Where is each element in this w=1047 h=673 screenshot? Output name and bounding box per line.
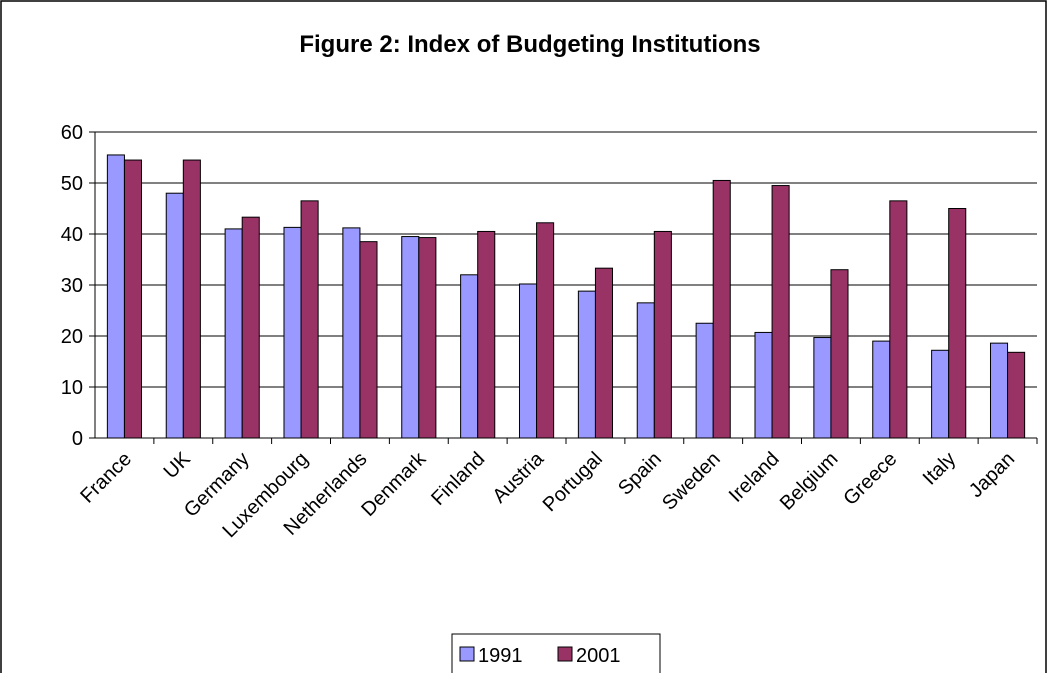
x-tick-label: Denmark <box>357 447 431 521</box>
y-tick-label: 20 <box>61 326 83 348</box>
bar <box>106 154 125 439</box>
bar <box>123 159 143 439</box>
bar <box>931 349 950 439</box>
bar <box>1007 351 1026 439</box>
bar <box>653 230 672 439</box>
bar <box>536 222 555 439</box>
bar <box>989 342 1009 439</box>
bar <box>283 226 302 439</box>
x-tick-label: UK <box>160 448 196 484</box>
bar <box>241 216 260 439</box>
y-tick-label: 30 <box>61 275 83 297</box>
legend-swatch <box>459 646 475 662</box>
bar <box>594 267 614 439</box>
x-tick-label: Belgium <box>776 448 843 515</box>
x-tick-label: Spain <box>614 448 666 500</box>
x-tick-label: Portugal <box>539 448 607 516</box>
bar <box>477 230 496 439</box>
bar <box>182 159 201 439</box>
x-tick-label: Japan <box>965 448 1019 502</box>
bar <box>695 322 714 439</box>
bar <box>830 269 849 439</box>
bar <box>636 302 655 439</box>
bar <box>872 340 891 439</box>
bar <box>401 236 420 439</box>
x-tick-label: Ireland <box>725 448 784 507</box>
bar <box>342 227 361 439</box>
bar <box>418 237 437 439</box>
bar <box>948 208 967 439</box>
legend-swatch <box>557 646 573 662</box>
bar <box>712 179 731 439</box>
x-tick-label: Italy <box>919 448 960 489</box>
x-tick-label: France <box>76 448 136 508</box>
bar <box>754 331 773 439</box>
y-tick-label: 60 <box>61 122 83 144</box>
x-tick-label: Sweden <box>658 448 725 515</box>
bar <box>359 241 378 439</box>
bar <box>771 185 790 439</box>
bar <box>165 192 184 439</box>
y-tick-label: 50 <box>61 173 83 195</box>
bar <box>813 337 832 439</box>
bar <box>224 228 243 439</box>
x-tick-label: Finland <box>427 448 489 510</box>
legend-label: 1991 <box>478 645 523 667</box>
bar <box>460 274 479 439</box>
y-tick-label: 40 <box>61 224 83 246</box>
y-tick-label: 10 <box>61 377 83 399</box>
legend-label: 2001 <box>576 645 621 667</box>
y-tick-label: 0 <box>72 428 83 450</box>
legend-box <box>451 633 661 673</box>
bar <box>300 200 319 439</box>
bar <box>577 290 596 439</box>
bar <box>518 283 538 439</box>
x-tick-label: Greece <box>839 448 901 510</box>
bar <box>889 200 908 439</box>
chart-title: Figure 2: Index of Budgeting Institution… <box>299 31 760 58</box>
